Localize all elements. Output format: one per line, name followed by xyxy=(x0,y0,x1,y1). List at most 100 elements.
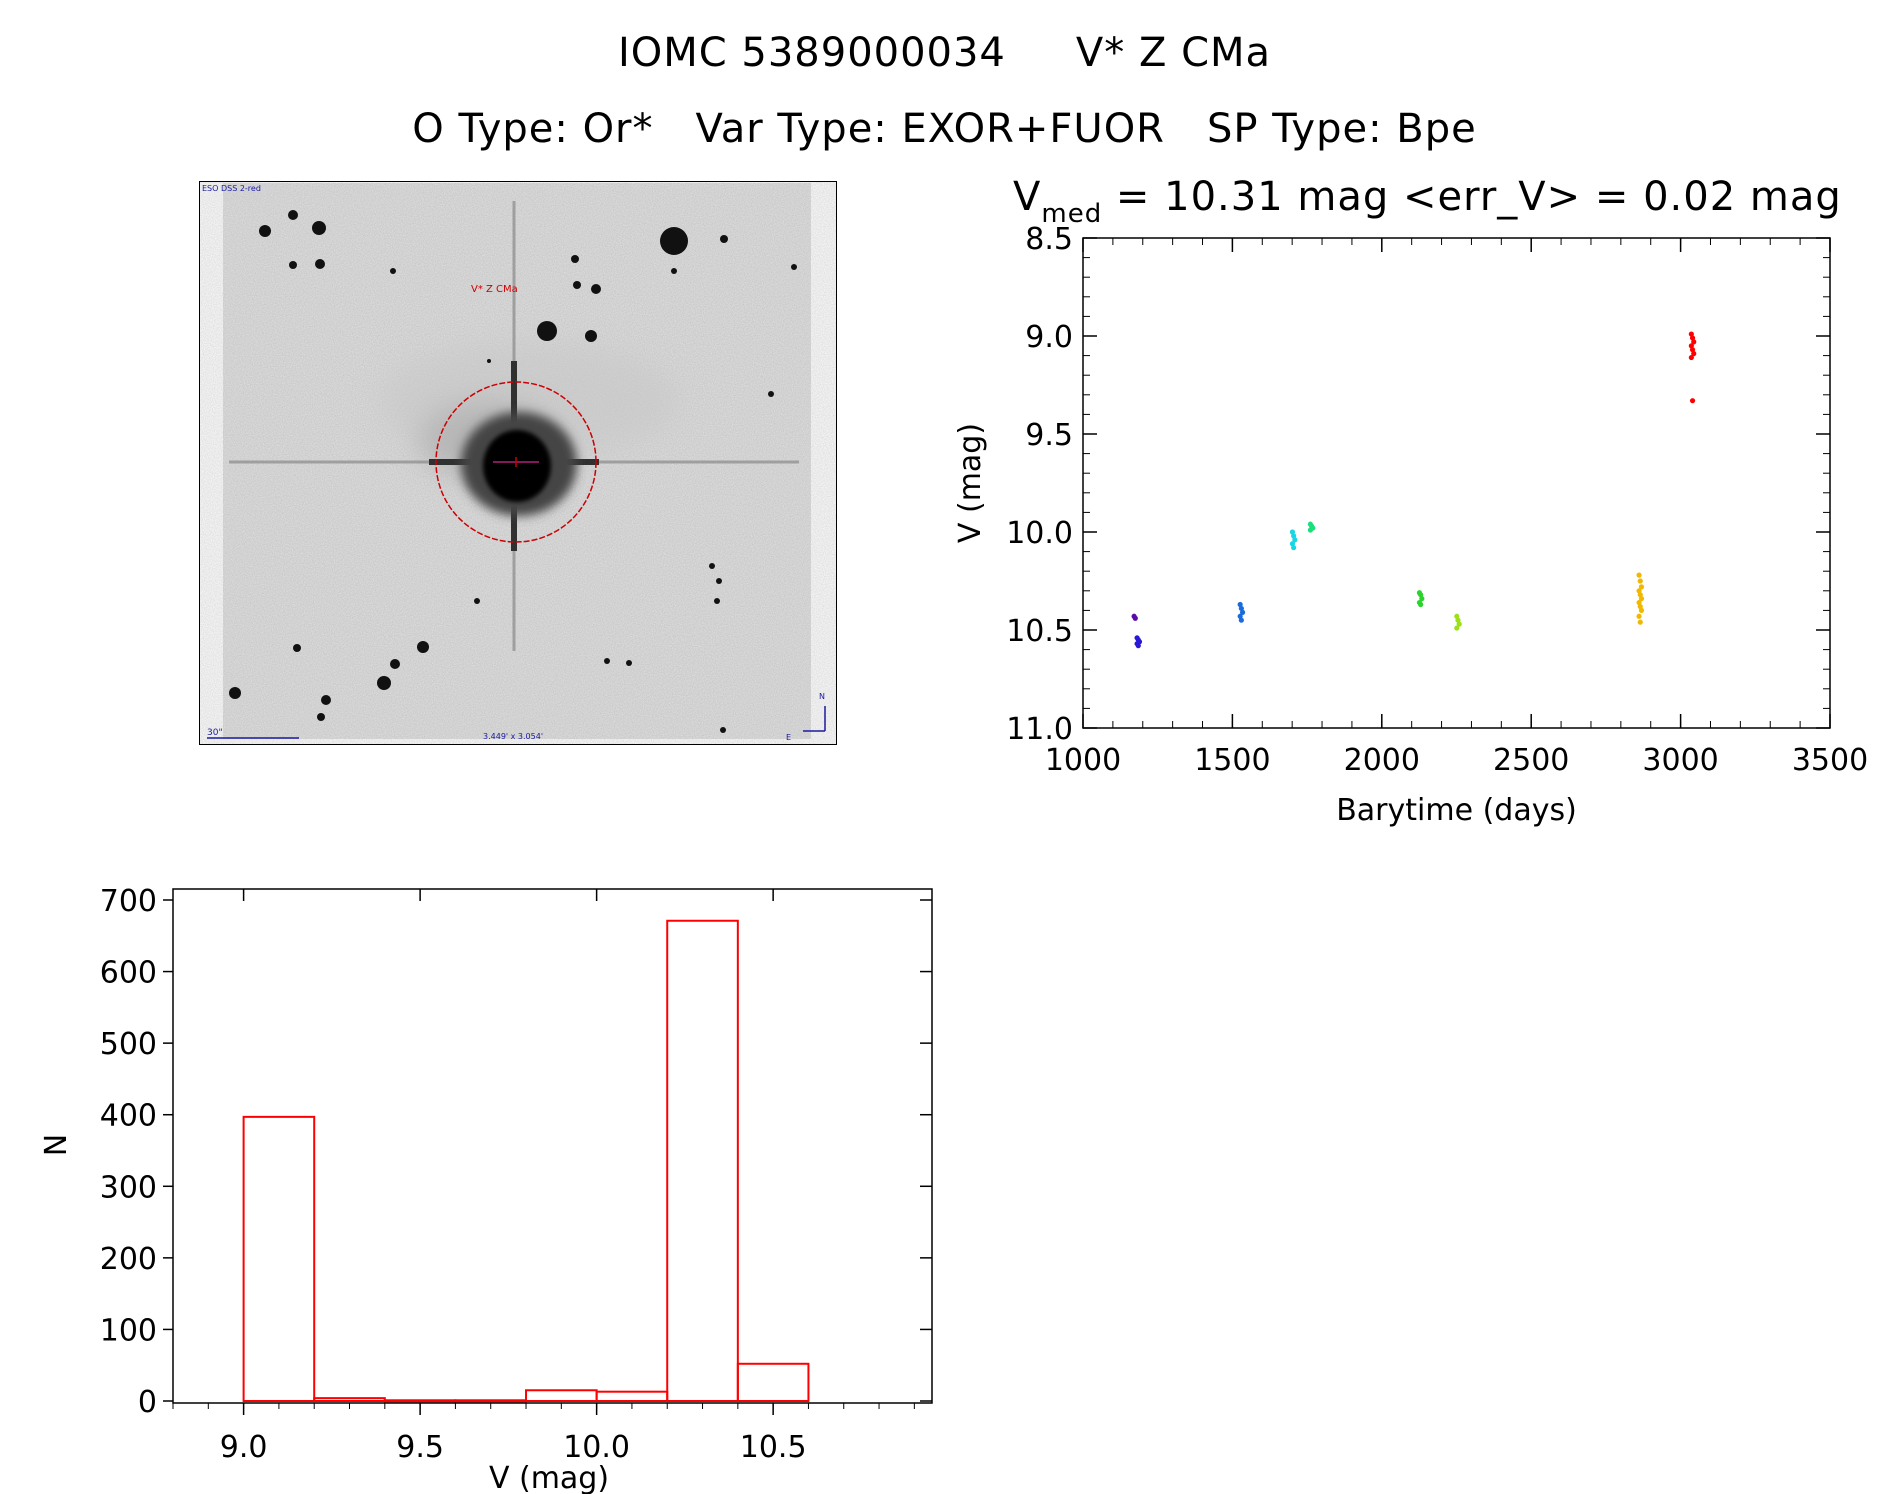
lc-y-tick-label: 9.0 xyxy=(1025,320,1073,355)
hist-bar xyxy=(383,1399,457,1403)
star xyxy=(321,695,331,705)
lc-data-point xyxy=(1638,607,1645,614)
star xyxy=(716,578,722,584)
star xyxy=(585,330,597,342)
lc-data-point xyxy=(1239,609,1246,615)
star xyxy=(791,264,797,270)
lc-data-point xyxy=(1638,596,1645,602)
lc-title-rest: = 10.31 mag <err_V> = 0.02 mag xyxy=(1102,174,1842,220)
lc-data-point xyxy=(1419,596,1425,602)
lc-data-point xyxy=(1688,343,1694,349)
lc-data-point xyxy=(1688,331,1694,337)
lc-y-tick-label: 9.5 xyxy=(1025,418,1073,453)
lc-y-tick-label: 10.5 xyxy=(1006,614,1073,649)
hist-y-tick-label: 700 xyxy=(100,884,157,919)
lc-data-point xyxy=(1238,617,1244,623)
hist-y-tick-label: 600 xyxy=(100,956,157,991)
lc-data-point xyxy=(1689,398,1696,404)
lc-x-tick-label: 3500 xyxy=(1792,743,1868,778)
lc-data-point xyxy=(1637,592,1643,598)
lc-data-point xyxy=(1237,613,1243,619)
star xyxy=(626,660,632,666)
star xyxy=(671,268,677,274)
scale-label: 30" xyxy=(207,728,223,738)
lc-data-point xyxy=(1132,615,1138,621)
hist-y-tick-label: 500 xyxy=(100,1027,157,1062)
lc-data-point xyxy=(1291,545,1297,551)
lc-data-point xyxy=(1691,351,1697,357)
compass xyxy=(803,706,826,732)
lc-data-point xyxy=(1237,601,1243,608)
star xyxy=(259,225,271,237)
hist-y-tick-label: 0 xyxy=(138,1385,157,1420)
lc-data-point xyxy=(1289,541,1296,547)
star xyxy=(474,598,480,604)
lc-data-point xyxy=(1238,605,1244,612)
star xyxy=(714,598,720,604)
star xyxy=(720,235,728,243)
star xyxy=(312,221,326,235)
lc-y-axis-label: V (mag) xyxy=(953,423,988,543)
hist-x-tick-label: 10.0 xyxy=(563,1430,630,1465)
lc-x-axis-label: Barytime (days) xyxy=(1336,793,1577,828)
hist-bar xyxy=(736,1362,810,1402)
compass-north: N xyxy=(819,692,825,701)
star xyxy=(709,563,715,569)
sky-image: V* Z CMa ESO DSS 2-red 30" 3.449' x 3.05… xyxy=(199,181,837,745)
lc-title: Vmed = 10.31 mag <err_V> = 0.02 mag xyxy=(1013,174,1842,229)
star-id: IOMC 5389000034 xyxy=(617,30,1006,76)
target-aperture-circle xyxy=(435,381,597,543)
lc-y-tick-label: 8.5 xyxy=(1025,222,1073,257)
hist-y-tick-label: 300 xyxy=(100,1170,157,1205)
star xyxy=(288,210,298,220)
object-label: V* Z CMa xyxy=(471,284,518,295)
target-star-core xyxy=(483,430,551,502)
hist-bar xyxy=(595,1390,669,1402)
hist-bar xyxy=(454,1399,528,1403)
fov-label: 3.449' x 3.054' xyxy=(483,732,543,741)
variable-type: Var Type: EXOR+FUOR xyxy=(695,106,1165,152)
hist-bar xyxy=(242,1115,316,1403)
hist-y-tick-label: 400 xyxy=(100,1099,157,1134)
lc-data-point xyxy=(1291,533,1297,539)
lc-title-prefix: V xyxy=(1013,174,1041,220)
lc-data-point xyxy=(1636,572,1642,578)
hist-bar xyxy=(666,919,739,1403)
lc-title-subscript: med xyxy=(1041,199,1102,229)
star xyxy=(537,321,557,341)
lc-data-point xyxy=(1688,354,1694,361)
lc-data-point xyxy=(1135,643,1141,649)
lc-data-point xyxy=(1636,613,1642,619)
star xyxy=(289,261,297,269)
survey-label: ESO DSS 2-red xyxy=(202,184,261,193)
lc-data-point xyxy=(1454,613,1460,619)
star xyxy=(720,727,726,733)
hist-x-tick-label: 9.0 xyxy=(220,1430,268,1465)
compass-east: E xyxy=(786,733,791,742)
lc-data-point xyxy=(1689,335,1696,341)
lc-data-point xyxy=(1636,588,1642,594)
lc-data-point xyxy=(1454,625,1460,631)
lc-data-point xyxy=(1455,617,1461,623)
lc-data-point xyxy=(1418,592,1424,598)
star xyxy=(573,281,581,289)
lc-y-tick-label: 10.0 xyxy=(1006,516,1073,551)
lc-data-point xyxy=(1638,584,1645,590)
lc-data-point xyxy=(1636,599,1642,606)
star xyxy=(315,259,325,269)
lc-data-point xyxy=(1637,603,1643,610)
hist-x-axis-label: V (mag) xyxy=(489,1461,609,1494)
star xyxy=(591,284,601,294)
lc-data-point xyxy=(1307,527,1313,533)
lc-data-point xyxy=(1637,578,1643,584)
star xyxy=(417,641,429,653)
star xyxy=(487,359,491,363)
hist-y-axis-label: N xyxy=(39,1134,74,1156)
hist-y-tick-label: 100 xyxy=(100,1313,157,1348)
lc-data-point xyxy=(1456,621,1462,627)
hist-x-tick-label: 9.5 xyxy=(396,1430,444,1465)
lc-y-tick-label: 11.0 xyxy=(1006,712,1073,747)
star xyxy=(571,255,579,263)
lc-data-point xyxy=(1689,347,1696,353)
